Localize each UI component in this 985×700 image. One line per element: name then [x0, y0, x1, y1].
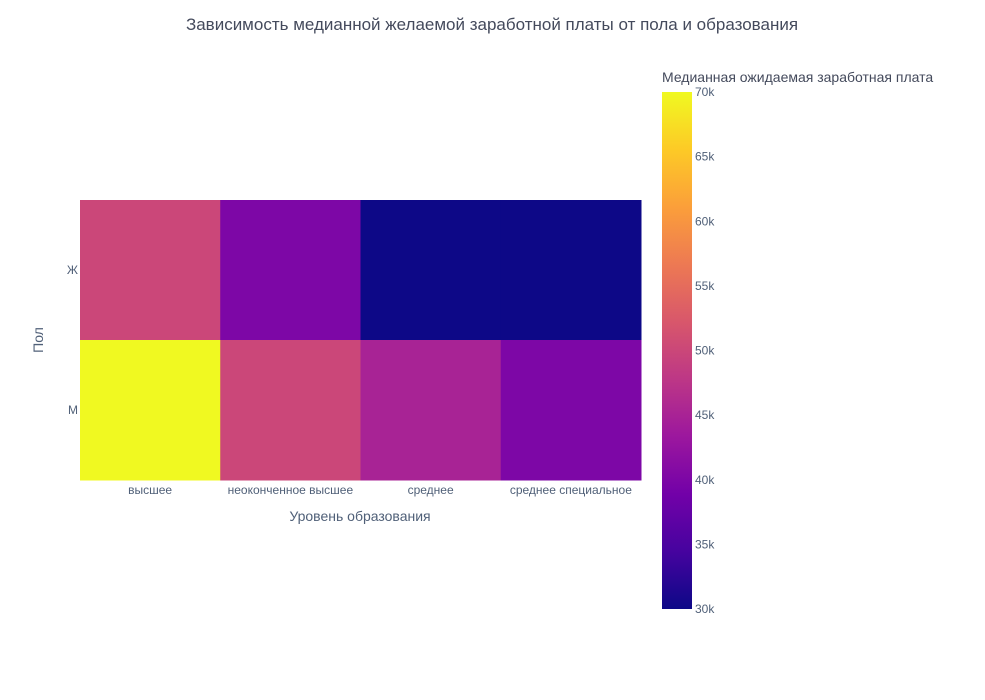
x-axis-title: Уровень образования [289, 508, 430, 524]
heatmap-cell [80, 340, 221, 481]
heatmap-cells [80, 200, 642, 481]
heatmap-cell [80, 200, 221, 341]
colorbar-tick-label: 30k [695, 602, 715, 616]
colorbar-tick-label: 45k [695, 408, 715, 422]
heatmap-cell [220, 340, 361, 481]
colorbar-tick-label: 50k [695, 344, 715, 358]
colorbar-tick-label: 40k [695, 473, 715, 487]
colorbar-title: Медианная ожидаемая заработная плата [662, 69, 933, 85]
x-tick-label: неоконченное высшее [228, 483, 354, 497]
colorbar-tick-label: 55k [695, 279, 715, 293]
y-axis-title: Пол [30, 327, 46, 353]
heatmap-cell [500, 200, 642, 341]
y-tick-labels: ЖМ [67, 263, 78, 417]
x-tick-label: высшее [128, 483, 172, 497]
x-tick-label: среднее специальное [510, 483, 632, 497]
heatmap-cell [360, 200, 502, 341]
y-tick-label: М [68, 403, 78, 417]
heatmap-cell [220, 200, 361, 341]
chart-title: Зависимость медианной желаемой заработно… [186, 15, 798, 34]
colorbar-tick-label: 60k [695, 214, 715, 228]
heatmap-cell [500, 340, 642, 481]
colorbar-tick-label: 70k [695, 85, 715, 99]
colorbar-tick-label: 65k [695, 150, 715, 164]
heatmap-cell [360, 340, 502, 481]
x-tick-labels: высшее неоконченное высшее среднее среднее … [128, 483, 632, 497]
y-tick-label: Ж [67, 263, 78, 277]
colorbar [662, 92, 692, 609]
colorbar-tick-labels: 30k 35k 40k 45k 50k 55k 60k 65k 70k [695, 85, 715, 616]
x-tick-label: среднее [408, 483, 454, 497]
colorbar-tick-label: 35k [695, 537, 715, 551]
